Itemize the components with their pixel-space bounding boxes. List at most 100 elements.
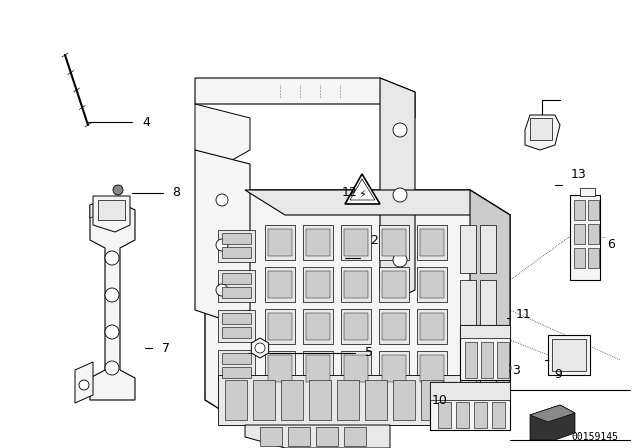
- Polygon shape: [222, 233, 251, 244]
- Polygon shape: [222, 287, 251, 298]
- Polygon shape: [438, 402, 451, 428]
- Polygon shape: [417, 267, 447, 302]
- Text: 11: 11: [516, 309, 532, 322]
- Polygon shape: [268, 355, 292, 382]
- Polygon shape: [222, 327, 251, 338]
- Polygon shape: [245, 425, 390, 448]
- Polygon shape: [309, 380, 331, 420]
- Polygon shape: [530, 118, 552, 140]
- Polygon shape: [341, 309, 371, 344]
- Polygon shape: [379, 267, 409, 302]
- Polygon shape: [350, 179, 375, 200]
- Polygon shape: [281, 380, 303, 420]
- Polygon shape: [379, 225, 409, 260]
- Polygon shape: [548, 335, 590, 375]
- Polygon shape: [306, 313, 330, 340]
- Text: 7: 7: [162, 341, 170, 354]
- Polygon shape: [420, 355, 444, 382]
- Polygon shape: [222, 313, 251, 324]
- Polygon shape: [382, 355, 406, 382]
- Polygon shape: [268, 229, 292, 256]
- Polygon shape: [337, 380, 359, 420]
- Polygon shape: [303, 267, 333, 302]
- Polygon shape: [379, 351, 409, 386]
- Polygon shape: [265, 267, 295, 302]
- Text: 00159145: 00159145: [571, 432, 618, 442]
- Polygon shape: [218, 350, 255, 382]
- Circle shape: [105, 288, 119, 302]
- Polygon shape: [222, 247, 251, 258]
- Polygon shape: [470, 190, 510, 425]
- Polygon shape: [341, 225, 371, 260]
- Polygon shape: [420, 229, 444, 256]
- Polygon shape: [393, 380, 415, 420]
- Polygon shape: [345, 174, 380, 204]
- Circle shape: [105, 325, 119, 339]
- Polygon shape: [474, 402, 487, 428]
- Circle shape: [105, 361, 119, 375]
- Polygon shape: [481, 342, 493, 378]
- Polygon shape: [195, 104, 250, 164]
- Polygon shape: [497, 342, 509, 378]
- Polygon shape: [303, 225, 333, 260]
- Polygon shape: [574, 248, 585, 268]
- Polygon shape: [465, 342, 477, 378]
- Polygon shape: [417, 351, 447, 386]
- Text: 9: 9: [554, 369, 562, 382]
- Polygon shape: [222, 273, 251, 284]
- Polygon shape: [525, 115, 560, 150]
- Polygon shape: [421, 380, 443, 420]
- Polygon shape: [252, 338, 269, 358]
- Polygon shape: [265, 225, 295, 260]
- Polygon shape: [365, 380, 387, 420]
- Polygon shape: [90, 198, 110, 218]
- Polygon shape: [430, 382, 510, 430]
- Polygon shape: [460, 225, 476, 273]
- Polygon shape: [75, 362, 93, 403]
- Polygon shape: [492, 402, 505, 428]
- Text: 4: 4: [142, 116, 150, 129]
- Polygon shape: [460, 325, 510, 338]
- Polygon shape: [379, 309, 409, 344]
- Polygon shape: [316, 427, 338, 446]
- Circle shape: [255, 343, 265, 353]
- Text: ⚡: ⚡: [358, 190, 366, 200]
- Polygon shape: [460, 280, 476, 328]
- Polygon shape: [580, 188, 595, 196]
- Polygon shape: [530, 405, 575, 440]
- Polygon shape: [344, 427, 366, 446]
- Circle shape: [393, 188, 407, 202]
- Polygon shape: [288, 427, 310, 446]
- Polygon shape: [195, 78, 415, 118]
- Polygon shape: [460, 325, 510, 380]
- Polygon shape: [417, 309, 447, 344]
- Polygon shape: [480, 335, 496, 383]
- Polygon shape: [303, 351, 333, 386]
- Polygon shape: [268, 271, 292, 298]
- Polygon shape: [588, 200, 599, 220]
- Polygon shape: [420, 313, 444, 340]
- Polygon shape: [344, 271, 368, 298]
- Polygon shape: [417, 225, 447, 260]
- Circle shape: [393, 253, 407, 267]
- Circle shape: [113, 185, 123, 195]
- Polygon shape: [344, 313, 368, 340]
- Text: 13: 13: [571, 168, 587, 181]
- Polygon shape: [344, 355, 368, 382]
- Polygon shape: [574, 200, 585, 220]
- Polygon shape: [98, 200, 125, 220]
- Circle shape: [393, 123, 407, 137]
- Polygon shape: [268, 313, 292, 340]
- Circle shape: [499, 362, 511, 374]
- Circle shape: [216, 284, 228, 296]
- Polygon shape: [306, 271, 330, 298]
- Polygon shape: [303, 309, 333, 344]
- Polygon shape: [218, 375, 460, 425]
- Polygon shape: [480, 280, 496, 328]
- Polygon shape: [306, 229, 330, 256]
- Polygon shape: [382, 313, 406, 340]
- Polygon shape: [480, 225, 496, 273]
- Polygon shape: [205, 190, 510, 425]
- Polygon shape: [341, 267, 371, 302]
- Polygon shape: [245, 190, 510, 215]
